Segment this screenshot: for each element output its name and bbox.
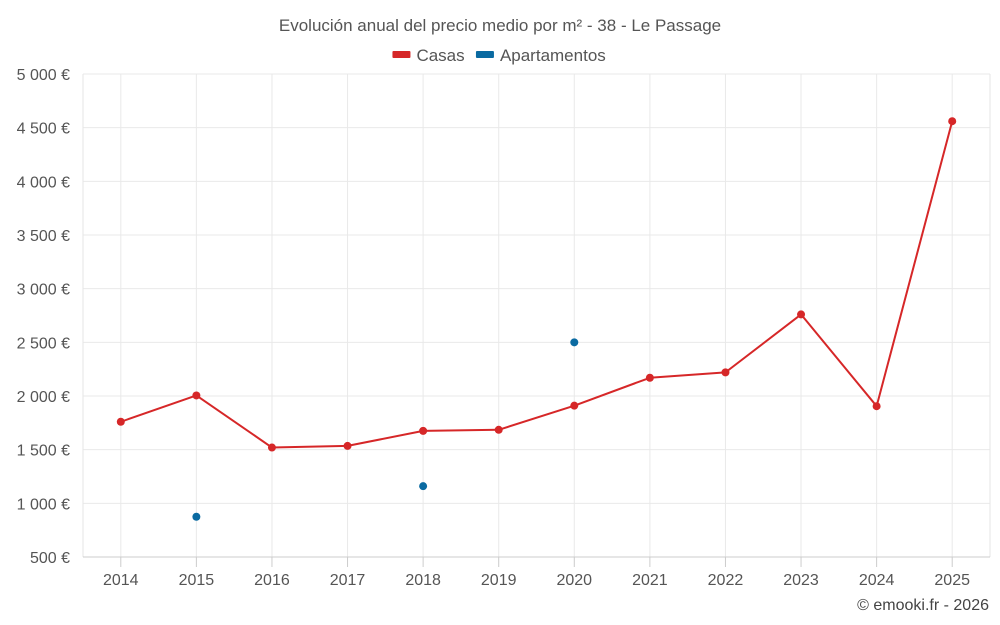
series-line-casas — [120, 120, 954, 449]
legend-swatch-apartamentos — [475, 51, 494, 58]
data-point-casas-2025[interactable] — [948, 117, 957, 126]
x-tick-label: 2014 — [103, 572, 139, 589]
credit-text: © emooki.fr - 2026 — [857, 597, 989, 614]
data-point-casas-2015[interactable] — [192, 391, 201, 400]
legend-label-apartamentos: Apartamentos — [500, 46, 606, 65]
y-tick-label: 3 000 € — [17, 282, 70, 299]
x-tick-label: 2022 — [708, 572, 744, 589]
x-axis: 2014 2015 2016 2017 2018 2019 2020 2021 2022 2023… — [83, 556, 990, 589]
legend-swatch-casas — [392, 51, 411, 58]
data-point-casas-2022[interactable] — [721, 368, 730, 377]
series-layer — [116, 117, 957, 521]
x-tick-label: 2025 — [934, 572, 970, 589]
grid-lines — [82, 73, 991, 557]
y-tick-label: 3 500 € — [17, 228, 70, 245]
data-point-casas-2019[interactable] — [494, 425, 503, 434]
legend: Casas Apartamentos — [392, 46, 606, 65]
data-point-casas-2024[interactable] — [872, 402, 881, 411]
legend-item-apartamentos[interactable]: Apartamentos — [475, 46, 606, 65]
data-point-apartamentos-2020[interactable] — [570, 338, 579, 347]
x-tick-label: 2019 — [481, 572, 517, 589]
y-tick-label: 5 000 € — [17, 67, 70, 84]
data-point-casas-2018[interactable] — [419, 426, 428, 435]
x-tick-label: 2023 — [783, 572, 819, 589]
data-point-casas-2021[interactable] — [645, 373, 654, 382]
legend-label-casas: Casas — [416, 46, 464, 65]
data-point-casas-2023[interactable] — [797, 310, 806, 319]
y-tick-label: 1 500 € — [17, 443, 70, 460]
x-tick-label: 2020 — [556, 572, 592, 589]
x-tick-label: 2024 — [859, 572, 895, 589]
y-tick-label: 2 000 € — [17, 389, 70, 406]
x-tick-label: 2015 — [179, 572, 215, 589]
y-axis: 500 € 1 000 € 1 500 € 2 000 € 2 500 € 3 000 €… — [17, 67, 70, 567]
legend-item-casas[interactable]: Casas — [392, 46, 465, 65]
x-tick-label: 2016 — [254, 572, 290, 589]
x-tick-label: 2021 — [632, 572, 668, 589]
data-point-casas-2016[interactable] — [267, 443, 276, 452]
data-point-casas-2017[interactable] — [343, 441, 352, 450]
data-point-casas-2014[interactable] — [116, 417, 125, 426]
data-point-casas-2020[interactable] — [570, 401, 579, 410]
y-tick-label: 500 € — [30, 550, 70, 567]
y-tick-label: 1 000 € — [17, 496, 70, 513]
data-point-apartamentos-2015[interactable] — [192, 512, 201, 521]
y-tick-label: 4 000 € — [17, 174, 70, 191]
x-tick-label: 2018 — [405, 572, 441, 589]
data-point-apartamentos-2018[interactable] — [419, 482, 428, 491]
chart-title: Evolución anual del precio medio por m² … — [279, 16, 721, 35]
x-tick-label: 2017 — [330, 572, 366, 589]
y-tick-label: 4 500 € — [17, 121, 70, 138]
y-tick-label: 2 500 € — [17, 335, 70, 352]
